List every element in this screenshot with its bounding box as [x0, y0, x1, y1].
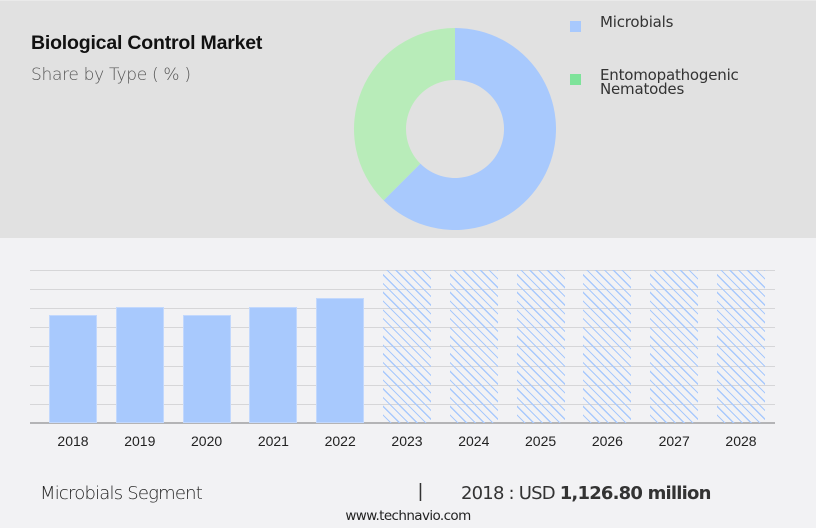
x-axis-label-2018: 2018 — [57, 433, 89, 449]
legend-swatch-microbials-icon — [570, 21, 581, 32]
x-axis-label-2025: 2025 — [525, 433, 557, 449]
forecast-bar-2028 — [717, 270, 765, 423]
microbials-bar-chart — [30, 270, 775, 424]
legend-item-nematodes: Entomopathogenic Nematodes — [570, 66, 739, 98]
x-axis-label-2019: 2019 — [124, 433, 156, 449]
x-axis-label-2020: 2020 — [191, 433, 223, 449]
forecast-bar-2027 — [650, 270, 699, 423]
donut-slice-microbials — [383, 28, 556, 230]
footer-separator: | — [418, 481, 423, 502]
bar-2019 — [115, 307, 164, 423]
x-axis-label-2027: 2027 — [658, 433, 690, 449]
x-axis-label-2023: 2023 — [391, 433, 423, 449]
segment-value-prefix: 2018 : USD — [461, 483, 560, 504]
chart-subtitle: Share by Type ( % ) — [31, 65, 191, 85]
donut-slice-nematodes — [354, 28, 455, 201]
forecast-bar-2024 — [449, 270, 498, 423]
x-axis-line — [30, 422, 775, 424]
bar-2018 — [49, 315, 97, 423]
source-url: www.technavio.com — [345, 508, 471, 524]
bar-2020 — [182, 315, 231, 423]
x-axis-label-2021: 2021 — [257, 433, 289, 449]
legend-item-microbials: Microbials — [570, 15, 673, 32]
forecast-bar-2023 — [383, 270, 431, 423]
legend-label-nematodes: Entomopathogenic Nematodes — [600, 66, 739, 98]
bar-2022 — [316, 298, 365, 423]
share-by-type-panel: Biological Control Market Share by Type … — [0, 0, 816, 238]
chart-title: Biological Control Market — [31, 32, 263, 54]
x-axis-label-2024: 2024 — [458, 433, 490, 449]
x-axis-label-2026: 2026 — [591, 433, 623, 449]
segment-label: Microbials Segment — [40, 483, 203, 504]
x-axis-label-2028: 2028 — [725, 433, 757, 449]
forecast-bar-2025 — [516, 270, 565, 423]
bar-2021 — [249, 307, 298, 423]
legend-swatch-nematodes-icon — [570, 74, 581, 85]
forecast-bar-2026 — [583, 270, 632, 423]
donut-svg — [354, 28, 556, 230]
segment-value-amount: 1,126.80 million — [559, 483, 712, 504]
x-axis-labels: 2018 2019 2020 2021 2022 2023 2024 2025 2026 2027… — [30, 433, 775, 451]
share-donut-chart — [350, 27, 560, 230]
legend-label-microbials: Microbials — [600, 13, 674, 31]
x-axis-label-2022: 2022 — [324, 433, 356, 449]
segment-value: 2018 : USD 1,126.80 million — [461, 483, 711, 504]
